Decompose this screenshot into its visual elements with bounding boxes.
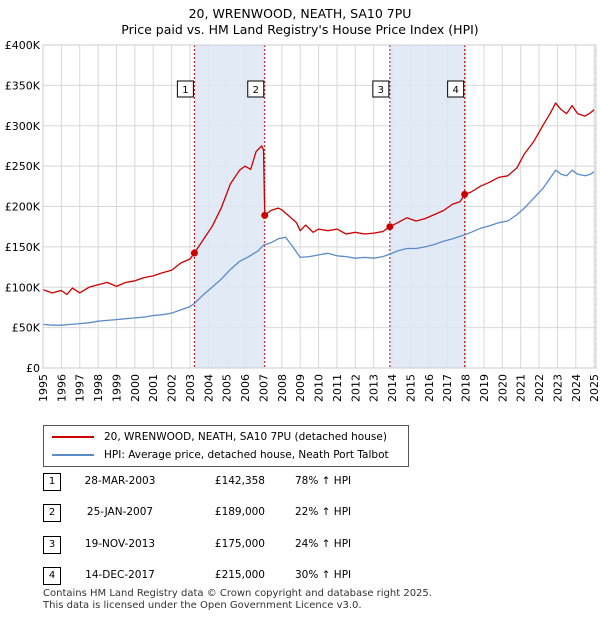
transaction-number: 3 (43, 536, 61, 554)
transaction-date: 14-DEC-2017 (85, 569, 155, 581)
chart-subtitle: Price paid vs. HM Land Registry's House … (121, 22, 479, 37)
y-tick-label: £400K (5, 39, 41, 52)
sale-point (461, 190, 469, 198)
footer: Contains HM Land Registry data © Crown c… (43, 588, 432, 612)
sale-label-box (447, 80, 465, 98)
series (42, 102, 595, 326)
table-row: 1 28-MAR-2003 £142,358 78% ↑ HPI (43, 473, 403, 491)
x-tick-label: 2000 (129, 374, 142, 402)
x-tick-label: 1996 (55, 374, 68, 402)
x-tick-label: 2017 (441, 374, 454, 402)
x-tick-label: 2004 (202, 374, 215, 402)
x-tick-label: 2011 (331, 374, 344, 402)
x-tick-label: 1999 (110, 374, 123, 402)
property-price-line (42, 102, 595, 296)
ownership-period (194, 45, 265, 368)
table-row: 2 25-JAN-2007 £189,000 22% ↑ HPI (43, 504, 403, 522)
transaction-date: 19-NOV-2013 (84, 538, 156, 550)
y-tick-label: £250K (5, 160, 41, 173)
legend-swatch-property (52, 436, 94, 438)
y-tick-label: £0 (26, 362, 40, 375)
ownership-period (389, 45, 465, 368)
y-tick-label: £100K (5, 281, 41, 294)
sale-point (190, 249, 198, 257)
x-tick-label: 2001 (147, 374, 160, 402)
table-row: 4 14-DEC-2017 £215,000 30% ↑ HPI (43, 567, 403, 585)
x-tick-label: 1995 (37, 374, 50, 402)
sale-label-box (176, 80, 194, 98)
transaction-hpi: 24% ↑ HPI (295, 538, 352, 550)
grid (42, 44, 596, 369)
x-tick-label: 2018 (460, 374, 473, 402)
legend-item-property: 20, WRENWOOD, NEATH, SA10 7PU (detached … (52, 429, 387, 445)
sale-markers: 1 2 3 4 (176, 80, 469, 257)
x-tick-label: 2025 (588, 374, 600, 402)
y-tick-label: £300K (5, 120, 41, 133)
x-tick-label: 2022 (533, 374, 546, 402)
x-tick-label: 2010 (313, 374, 326, 402)
transaction-hpi: 22% ↑ HPI (295, 506, 352, 518)
transaction-price: £215,000 (214, 569, 265, 581)
table-row: 3 19-NOV-2013 £175,000 24% ↑ HPI (43, 536, 403, 554)
transaction-price: £142,358 (214, 475, 265, 487)
legend-label-property: 20, WRENWOOD, NEATH, SA10 7PU (detached … (104, 431, 387, 443)
hpi-line (42, 169, 595, 326)
x-tick-label: 2013 (368, 374, 381, 402)
transaction-number: 1 (43, 473, 61, 491)
legend: 20, WRENWOOD, NEATH, SA10 7PU (detached … (43, 425, 409, 467)
x-tick-label: 2014 (386, 374, 399, 402)
x-tick-label: 2008 (276, 374, 289, 402)
legend-label-hpi: HPI: Average price, detached house, Neat… (104, 449, 389, 461)
x-tick-label: 2023 (551, 374, 564, 402)
price-chart: 1 2 3 4 £0 £50K £100K £150K £200K £250K £300K £350… (5, 39, 600, 402)
sale-label: 2 (253, 85, 259, 96)
sale-point (386, 223, 394, 231)
transaction-date: 28-MAR-2003 (84, 475, 156, 487)
x-tick-label: 2007 (257, 374, 270, 402)
transaction-number: 2 (43, 504, 61, 522)
x-tick-label: 2005 (221, 374, 234, 402)
transaction-price: £189,000 (214, 506, 265, 518)
x-tick-label: 2016 (423, 374, 436, 402)
x-tick-label: 2019 (478, 374, 491, 402)
transaction-price: £175,000 (214, 538, 265, 550)
shaded-periods (193, 45, 466, 368)
x-tick-label: 2024 (570, 374, 583, 402)
x-tick-label: 2015 (404, 374, 417, 402)
sale-label-box (372, 80, 390, 98)
sale-label: 1 (182, 85, 188, 96)
y-tick-label: £50K (12, 322, 41, 335)
x-tick-label: 2006 (239, 374, 252, 402)
x-tick-label: 2003 (184, 374, 197, 402)
sale-label: 3 (378, 85, 384, 96)
y-tick-label: £200K (5, 201, 41, 214)
footer-copyright: Contains HM Land Registry data © Crown c… (43, 588, 432, 599)
sale-label-box (247, 80, 265, 98)
legend-item-hpi: HPI: Average price, detached house, Neat… (52, 447, 389, 463)
x-tick-label: 2012 (349, 374, 362, 402)
sale-label: 4 (452, 85, 458, 96)
footer-license: This data is licensed under the Open Gov… (43, 600, 362, 611)
transaction-date: 25-JAN-2007 (86, 506, 154, 518)
chart-title: 20, WRENWOOD, NEATH, SA10 7PU (188, 6, 412, 21)
x-tick-label: 2021 (515, 374, 528, 402)
x-tick-label: 2020 (496, 374, 509, 402)
plot-border (42, 44, 597, 369)
x-tick-label: 2002 (166, 374, 179, 402)
x-tick-label: 2009 (294, 374, 307, 402)
y-tick-label: £150K (5, 241, 41, 254)
x-tick-label: 1997 (74, 374, 87, 402)
transaction-hpi: 30% ↑ HPI (295, 569, 352, 581)
legend-swatch-hpi (52, 454, 94, 456)
transaction-hpi: 78% ↑ HPI (295, 475, 352, 487)
x-tick-label: 1998 (92, 374, 105, 402)
sale-point (261, 211, 269, 219)
axes: £0 £50K £100K £150K £200K £250K £300K £350K £400… (5, 39, 600, 402)
transaction-number: 4 (43, 567, 61, 585)
y-tick-label: £350K (5, 79, 41, 92)
